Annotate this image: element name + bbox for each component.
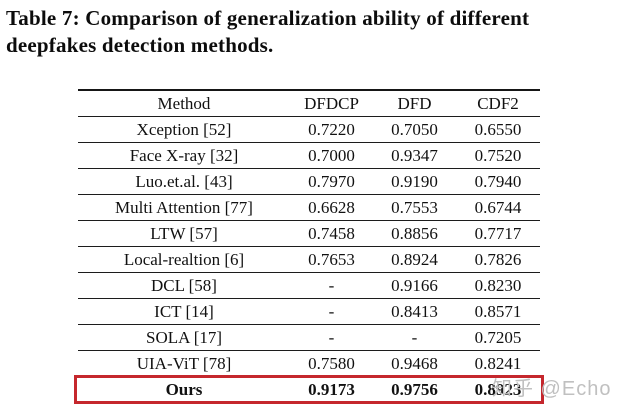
- dfdcp-cell: 0.7000: [308, 145, 355, 165]
- dfd-cell: 0.9166: [391, 275, 438, 295]
- dfd-cell: 0.9468: [391, 353, 438, 373]
- cdf2-cell: 0.8230: [474, 275, 522, 295]
- dfdcp-cell: 0.7970: [308, 171, 355, 191]
- cdf2-cell: 0.8923: [474, 379, 522, 399]
- table-row: Local-realtion [6] 0.7653 0.8924 0.7826: [78, 247, 540, 273]
- cdf2-cell: 0.7826: [474, 249, 522, 269]
- col-header-dfdcp: DFDCP: [304, 93, 359, 113]
- dfdcp-cell: -: [328, 275, 335, 295]
- dfdcp-cell: 0.7653: [308, 249, 355, 269]
- method-cell: Local-realtion [6]: [123, 249, 245, 269]
- cdf2-cell: 0.7520: [474, 145, 522, 165]
- dfd-cell: 0.7050: [391, 119, 438, 139]
- cdf2-cell: 0.8571: [474, 301, 522, 321]
- cdf2-cell: 0.8241: [474, 353, 522, 373]
- dfdcp-cell: 0.9173: [308, 379, 355, 399]
- caption-line-2: deepfakes detection methods.: [6, 33, 274, 57]
- cdf2-cell: 0.7205: [474, 327, 522, 347]
- table-row: Xception [52] 0.7220 0.7050 0.6550: [78, 117, 540, 143]
- dfdcp-cell: 0.7580: [308, 353, 355, 373]
- table-caption: Table 7: Comparison of generalization ab…: [6, 5, 529, 59]
- table-row: DCL [58] - 0.9166 0.8230: [78, 273, 540, 299]
- dfdcp-cell: 0.7220: [308, 119, 355, 139]
- dfd-cell: -: [411, 327, 418, 347]
- method-cell: DCL [58]: [151, 275, 217, 295]
- method-cell: SOLA [17]: [145, 327, 223, 347]
- dfdcp-cell: 0.7458: [308, 223, 355, 243]
- cdf2-cell: 0.7940: [474, 171, 522, 191]
- dfd-cell: 0.9190: [391, 171, 438, 191]
- dfd-cell: 0.8413: [391, 301, 438, 321]
- dfdcp-cell: -: [328, 301, 335, 321]
- col-header-cdf2: CDF2: [477, 93, 519, 113]
- method-cell: Ours: [165, 379, 203, 399]
- table-row: Ours 0.9173 0.9756 0.8923: [78, 377, 540, 403]
- method-cell: Luo.et.al. [43]: [135, 171, 233, 191]
- method-cell: Face X-ray [32]: [129, 145, 239, 165]
- dfdcp-cell: 0.6628: [308, 197, 355, 217]
- table-row: SOLA [17] - - 0.7205: [78, 325, 540, 351]
- table-row: Multi Attention [77] 0.6628 0.7553 0.674…: [78, 195, 540, 221]
- dfd-cell: 0.9756: [391, 379, 438, 399]
- table-row: Face X-ray [32] 0.7000 0.9347 0.7520: [78, 143, 540, 169]
- method-cell: Xception [52]: [136, 119, 232, 139]
- method-cell: UIA-ViT [78]: [136, 353, 232, 373]
- table-row: LTW [57] 0.7458 0.8856 0.7717: [78, 221, 540, 247]
- cdf2-cell: 0.7717: [474, 223, 522, 243]
- table-body: Xception [52] 0.7220 0.7050 0.6550 Face …: [78, 117, 540, 403]
- method-cell: ICT [14]: [154, 301, 214, 321]
- table-row: Luo.et.al. [43] 0.7970 0.9190 0.7940: [78, 169, 540, 195]
- col-header-dfd: DFD: [397, 93, 432, 113]
- table-row: ICT [14] - 0.8413 0.8571: [78, 299, 540, 325]
- dfd-cell: 0.8924: [391, 249, 438, 269]
- method-cell: LTW [57]: [150, 223, 218, 243]
- cdf2-cell: 0.6550: [474, 119, 522, 139]
- method-cell: Multi Attention [77]: [115, 197, 253, 217]
- col-header-method: Method: [157, 93, 211, 113]
- dfd-cell: 0.8856: [391, 223, 438, 243]
- caption-line-1: Table 7: Comparison of generalization ab…: [6, 6, 530, 30]
- table-header-row: Method DFDCP DFD CDF2: [78, 91, 540, 117]
- dfd-cell: 0.9347: [391, 145, 438, 165]
- results-table: Method DFDCP DFD CDF2 Xception [52] 0.72…: [74, 89, 544, 404]
- watermark: 知乎 @Echo: [492, 378, 612, 400]
- dfd-cell: 0.7553: [391, 197, 438, 217]
- cdf2-cell: 0.6744: [474, 197, 522, 217]
- dfdcp-cell: -: [328, 327, 335, 347]
- table-row: UIA-ViT [78] 0.7580 0.9468 0.8241: [78, 351, 540, 377]
